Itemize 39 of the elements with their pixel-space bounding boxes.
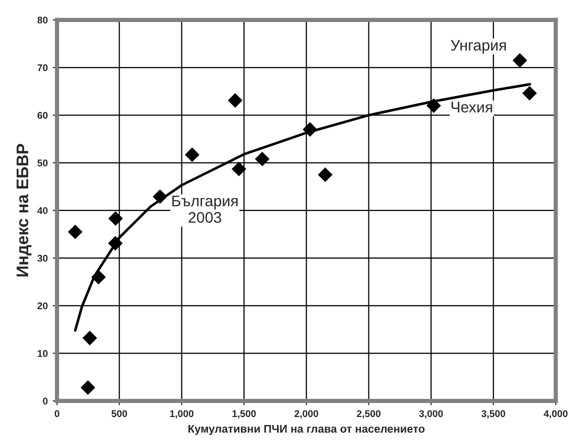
point	[512, 53, 528, 68]
x-tick-label: 2,000	[294, 410, 318, 418]
point	[302, 122, 318, 137]
point	[91, 270, 106, 284]
x-tick-label: 3,500	[481, 410, 506, 418]
point	[254, 152, 270, 166]
point	[232, 162, 246, 176]
x-tick-label: 3,000	[419, 410, 443, 418]
x-axis-title: Кумулативни ПЧИ на глава от населението	[188, 424, 425, 435]
y-axis-title: Индекс на ЕБВР	[16, 144, 32, 276]
y-tick-label: 50	[37, 160, 48, 166]
point	[228, 93, 242, 108]
point	[68, 224, 82, 240]
y-tick-label: 0	[42, 398, 48, 405]
point	[522, 86, 537, 101]
y-tick-label: 20	[37, 302, 48, 310]
point	[184, 147, 200, 162]
annotation: Унгария	[450, 40, 506, 54]
point	[426, 98, 441, 113]
x-tick-label: 1,500	[232, 410, 256, 418]
point	[108, 236, 123, 251]
x-tick-label: 500	[112, 410, 128, 418]
point	[82, 330, 98, 346]
point	[80, 380, 96, 395]
annotation: България 2003	[172, 196, 238, 223]
x-tick-label: 2,500	[356, 410, 380, 418]
y-tick-label: 10	[38, 350, 48, 357]
point	[152, 189, 168, 204]
annotation: Чехия	[452, 102, 492, 113]
y-tick-label: 80	[37, 16, 48, 24]
x-tick-label: 4,000	[544, 410, 568, 418]
y-tick-label: 60	[38, 112, 48, 119]
point	[318, 167, 332, 182]
x-tick-label: 0	[54, 410, 60, 418]
x-tick-label: 1,000	[170, 410, 194, 418]
y-tick-label: 40	[37, 207, 48, 214]
y-tick-label: 30	[37, 254, 48, 262]
y-tick-label: 70	[38, 64, 48, 72]
point	[108, 211, 123, 226]
